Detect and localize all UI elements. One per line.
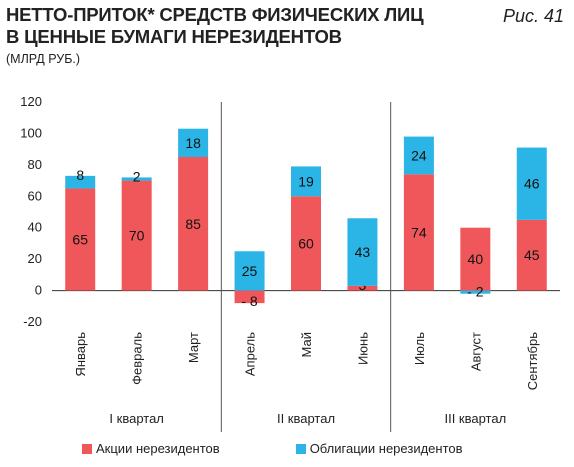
bar-bonds: [65, 175, 96, 189]
data-label-stocks: 60: [298, 235, 314, 251]
bar-bonds: [460, 290, 491, 294]
data-label-stocks: 74: [411, 224, 427, 240]
bar-bonds: [234, 251, 265, 291]
bar-stocks: [234, 290, 265, 304]
data-label-bonds: 24: [411, 147, 427, 163]
data-label-stocks: 85: [185, 216, 201, 232]
data-label-stocks: - 8: [241, 293, 258, 309]
x-tick-label: Апрель: [243, 332, 258, 376]
legend-swatch-stocks: [82, 443, 92, 454]
bar-stocks: [460, 227, 491, 291]
legend-item-bonds: Облигации нерезидентов: [295, 441, 463, 456]
title-line-1: НЕТТО-ПРИТОК* СРЕДСТВ ФИЗИЧЕСКИХ ЛИЦ: [6, 4, 424, 25]
bar-stocks: [65, 188, 96, 291]
y-tick-label: 0: [35, 283, 42, 298]
bar-stocks: [347, 285, 378, 291]
figure-number: Рис. 41: [502, 6, 564, 26]
legend-item-stocks: Акции нерезидентов: [82, 441, 220, 456]
y-tick-label: 80: [28, 157, 42, 172]
bar-bonds: [178, 128, 209, 157]
y-tick-label: 100: [20, 125, 42, 140]
legend-label-stocks: Акции нерезидентов: [96, 441, 220, 456]
legend-swatch-bonds: [295, 443, 306, 454]
legend: Акции нерезидентов Облигации нерезиденто…: [82, 441, 463, 456]
y-tick-label: 120: [20, 94, 42, 109]
quarter-label: III квартал: [444, 411, 506, 426]
bar-bonds: [347, 218, 378, 286]
bar-stocks: [291, 196, 321, 291]
bar-bonds: [291, 166, 321, 197]
bar-bonds: [516, 147, 547, 220]
x-tick-label: Март: [186, 332, 201, 363]
bar-bonds: [121, 177, 152, 181]
x-tick-label: Январь: [73, 332, 88, 377]
data-label-bonds: - 2: [467, 284, 484, 300]
x-tick-label: Февраль: [130, 332, 145, 385]
data-label-bonds: 25: [242, 263, 258, 279]
x-tick-label: Июль: [412, 332, 427, 365]
title-line-2: В ЦЕННЫЕ БУМАГИ НЕРЕЗИДЕНТОВ: [6, 26, 342, 47]
data-label-stocks: 45: [524, 247, 540, 263]
data-label-stocks: 70: [129, 228, 145, 244]
y-tick-label: -20: [23, 314, 42, 329]
bar-stocks: [178, 157, 209, 291]
data-label-stocks: 40: [468, 251, 484, 267]
quarter-label: II квартал: [277, 411, 335, 426]
y-tick-label: 60: [28, 188, 42, 203]
x-tick-label: Август: [468, 332, 483, 371]
data-label-stocks: 65: [72, 232, 88, 248]
y-tick-label: 40: [28, 220, 42, 235]
data-label-bonds: 18: [185, 135, 201, 151]
chart-title: НЕТТО-ПРИТОК* СРЕДСТВ ФИЗИЧЕСКИХ ЛИЦ В Ц…: [6, 4, 424, 48]
bar-bonds: [403, 136, 434, 175]
x-tick-label: Июнь: [355, 332, 370, 365]
x-tick-label: Май: [299, 332, 314, 357]
bar-stocks: [516, 219, 547, 291]
bar-stocks: [121, 180, 152, 291]
data-label-bonds: 8: [76, 167, 84, 183]
units-label: (МЛРД РУБ.): [6, 52, 81, 66]
data-label-bonds: 46: [524, 176, 540, 192]
data-label-bonds: 2: [133, 168, 141, 184]
x-tick-label: Сентябрь: [525, 332, 540, 390]
y-tick-label: 20: [28, 251, 42, 266]
legend-label-bonds: Облигации нерезидентов: [309, 441, 463, 456]
data-label-bonds: 19: [298, 173, 314, 189]
quarter-label: I квартал: [109, 411, 163, 426]
bar-stocks: [403, 174, 434, 291]
data-label-bonds: 43: [355, 244, 371, 260]
